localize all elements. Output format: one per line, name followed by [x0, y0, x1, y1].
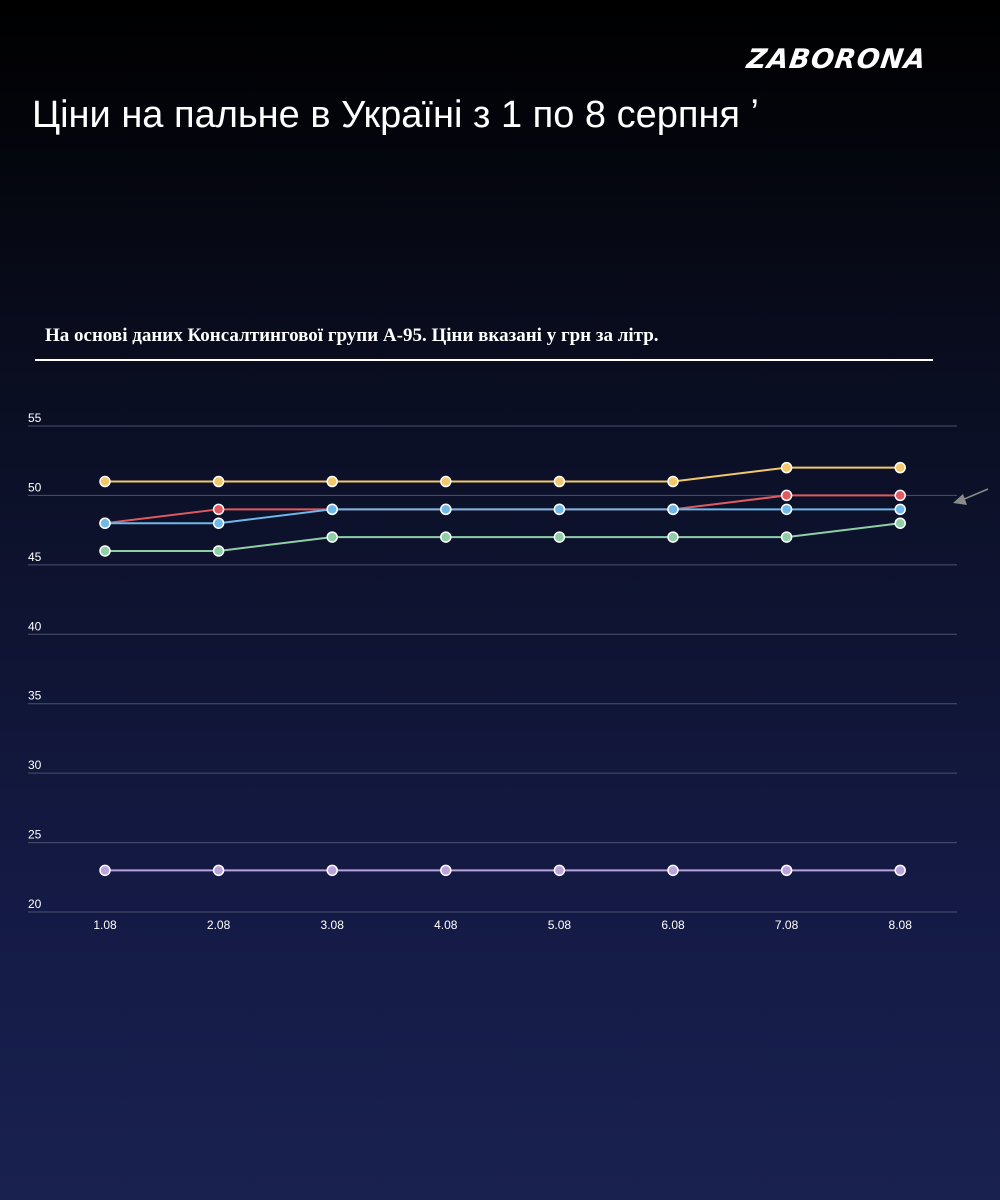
series-line-4 — [105, 522, 901, 552]
annotation-arrow-head — [953, 494, 967, 505]
data-point — [440, 864, 452, 877]
data-point — [326, 503, 338, 516]
x-tick-label: 3.08 — [321, 918, 345, 932]
data-point — [667, 475, 679, 488]
x-tick-label: 2.08 — [207, 918, 231, 932]
data-point — [212, 545, 225, 557]
chart-subtitle: На основі даних Консалтингової групи А-9… — [45, 325, 659, 346]
data-point — [212, 864, 225, 877]
x-tick-labels: 1.08 2.08 3.08 4.08 5.08 6.08 7.08 8.08 — [93, 918, 912, 932]
x-tick-label: 7.08 — [775, 918, 799, 932]
data-point — [894, 489, 906, 502]
grid-layer — [28, 425, 957, 913]
data-point — [667, 531, 679, 543]
data-point — [780, 461, 793, 474]
data-point — [780, 503, 793, 516]
subtitle-divider — [35, 359, 933, 361]
data-point — [440, 475, 452, 488]
series-line-3 — [105, 508, 901, 525]
data-point — [212, 475, 225, 488]
data-point — [894, 864, 906, 877]
data-point — [553, 503, 566, 516]
data-point — [553, 531, 566, 543]
y-tick-labels: 20 25 30 35 40 45 50 55 — [28, 411, 42, 911]
y-tick-label: 45 — [28, 550, 42, 564]
data-point — [667, 864, 679, 877]
data-point — [212, 503, 225, 516]
data-point — [894, 517, 906, 529]
data-point — [553, 864, 566, 877]
y-tick-label: 35 — [28, 689, 42, 703]
data-point — [553, 475, 566, 488]
data-point — [440, 503, 452, 516]
data-point — [99, 517, 111, 529]
data-point — [326, 475, 338, 488]
chart-title: Ціни на пальне в Україні з 1 по 8 серпня… — [32, 94, 760, 136]
data-point — [780, 531, 793, 543]
data-point — [894, 503, 906, 516]
data-point — [894, 461, 906, 474]
y-tick-label: 30 — [28, 758, 42, 772]
data-point — [326, 531, 338, 543]
data-point — [99, 864, 111, 877]
y-tick-label: 40 — [28, 619, 42, 633]
y-tick-label: 50 — [28, 480, 42, 494]
series-line-1 — [105, 466, 901, 483]
x-tick-label: 1.08 — [93, 918, 117, 932]
data-point — [440, 531, 452, 543]
y-tick-label: 25 — [28, 828, 42, 842]
series-layer — [99, 461, 906, 877]
annotation-arrow-shaft — [961, 488, 989, 501]
data-point — [780, 864, 793, 877]
data-point — [99, 545, 111, 557]
y-tick-label: 55 — [28, 411, 42, 425]
data-point — [667, 503, 679, 516]
x-tick-label: 6.08 — [661, 918, 685, 932]
data-point — [212, 517, 225, 529]
x-tick-label: 5.08 — [548, 918, 572, 932]
data-point — [326, 864, 338, 877]
x-tick-label: 4.08 — [434, 918, 458, 932]
data-point — [780, 489, 793, 502]
annotation-layer — [953, 488, 989, 505]
data-point — [99, 475, 111, 488]
x-tick-label: 8.08 — [889, 918, 913, 932]
y-tick-label: 20 — [28, 897, 42, 911]
